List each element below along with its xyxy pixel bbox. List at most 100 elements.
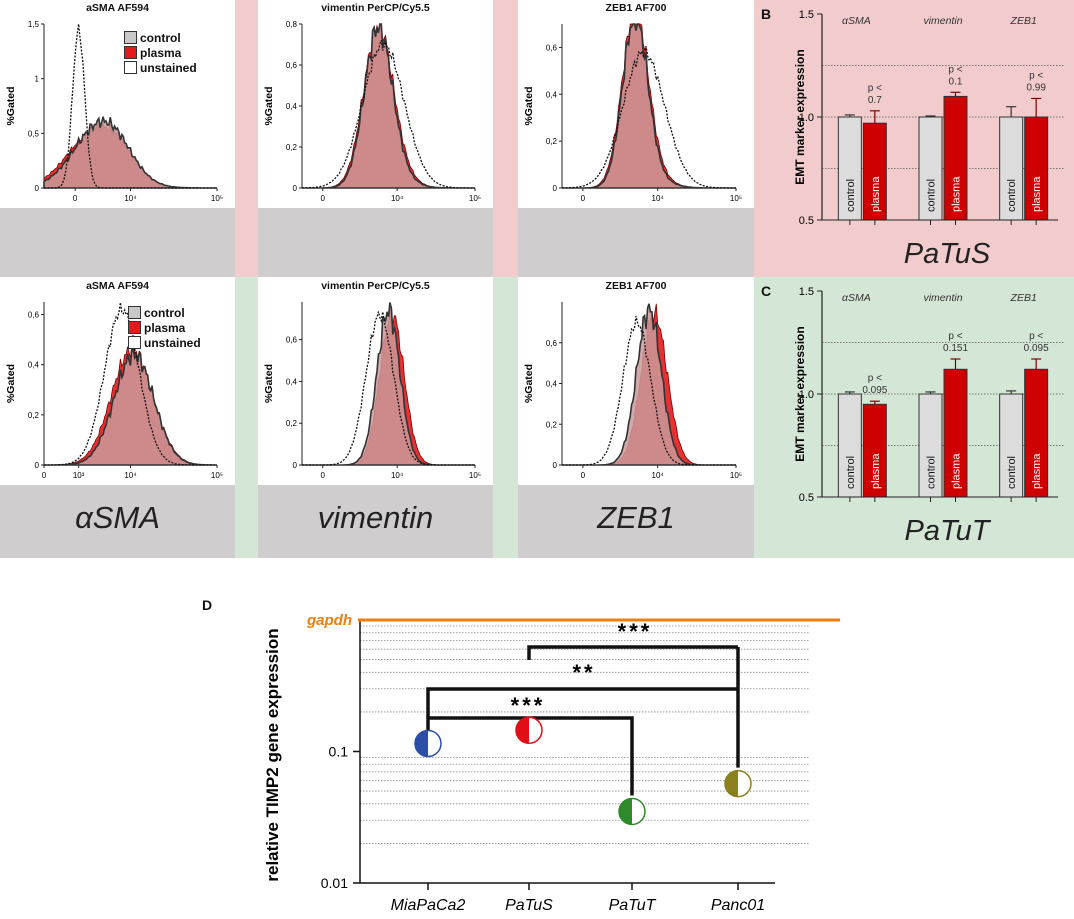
y-tick-label: 0,6 <box>286 61 298 70</box>
x-tick-label: 10⁵ <box>211 194 223 203</box>
x-tick-label: 0 <box>321 471 326 480</box>
bar-label-control: control <box>1006 456 1018 489</box>
group-label: ZEB1 <box>1010 15 1037 27</box>
significance-label: ** <box>572 660 595 685</box>
hist-ylabel: %Gated <box>523 86 535 125</box>
legend-unstained-label: unstained <box>140 61 197 75</box>
hist-title-patus-asma: aSMA AF594 <box>0 2 235 14</box>
y-tick-label: 0 <box>293 184 298 193</box>
bar-label-plasma: plasma <box>870 453 882 489</box>
y-tick-label: 0,4 <box>546 90 558 99</box>
legend-plasma-swatch <box>128 321 141 334</box>
y-tick-label: 0.01 <box>321 875 348 891</box>
x-tick-label: 10⁴ <box>124 194 137 203</box>
legend-plasma-entry: plasma <box>128 321 201 336</box>
x-tick-label: 10⁵ <box>730 471 742 480</box>
x-tick-label: 10⁴ <box>652 194 665 203</box>
x-tick-label: 0 <box>321 194 326 203</box>
histogram-patus-asma: %Gated00,511,50 10⁴ 10⁵ <box>0 14 235 208</box>
hist-ylabel: %Gated <box>523 364 535 403</box>
p-value-line1: p < <box>1029 70 1043 81</box>
p-value-line1: p < <box>948 64 962 75</box>
y-tick-label: 0,2 <box>286 419 298 428</box>
legend-patut: control plasma unstained <box>128 306 201 351</box>
y-tick-label: 0,4 <box>546 380 558 389</box>
p-value-line2: 0.1 <box>949 76 963 87</box>
marker-name-zeb1: ZEB1 <box>518 500 754 536</box>
legend-control-swatch <box>124 31 137 44</box>
data-point-fill <box>725 771 738 797</box>
legend-unstained-entry: unstained <box>124 61 197 76</box>
y-tick-label: 0 <box>35 184 40 193</box>
y-tick-label: 0 <box>553 184 558 193</box>
hist-ylabel: %Gated <box>5 86 17 125</box>
control-histogram <box>562 304 736 465</box>
hist-footer-patus-vimentin <box>258 208 493 277</box>
hist-title-patus-zeb1: ZEB1 AF700 <box>518 2 754 14</box>
y-tick-label: 1 <box>35 75 40 84</box>
histogram-patut-zeb1: %Gated 0 0,2 0,4 0,6 0 10⁴ 10⁵ <box>518 292 754 485</box>
data-point-fill <box>415 731 428 757</box>
y-tick-label: 0,2 <box>546 137 558 146</box>
x-tick-label: 10⁵ <box>211 471 223 480</box>
significance-label: *** <box>511 693 546 718</box>
hist-title-patut-zeb1: ZEB1 AF700 <box>518 280 754 292</box>
significance-label: *** <box>618 619 653 644</box>
x-tick-label: 10⁴ <box>652 471 665 480</box>
p-value-line2: 0.7 <box>868 95 882 106</box>
data-point-fill <box>619 798 632 824</box>
x-tick-label: PaTuT <box>609 897 657 914</box>
y-tick-label: 1.5 <box>799 9 814 21</box>
p-value-line1: p < <box>868 83 882 94</box>
bar-label-control: control <box>1006 179 1018 212</box>
bar-label-control: control <box>845 179 857 212</box>
legend-plasma-label: plasma <box>144 321 185 335</box>
y-tick-label: 0 <box>35 461 40 470</box>
x-tick-label: 0 <box>73 194 78 203</box>
cell-line-name: PaTuT <box>905 515 992 547</box>
bar-label-plasma: plasma <box>1031 453 1043 489</box>
legend-plasma-entry: plasma <box>124 46 197 61</box>
significance-bracket <box>428 689 738 717</box>
legend-control-entry: control <box>128 306 201 321</box>
histogram-patut-vimentin: %Gated00,20,40,60 10⁴ 10⁵ <box>258 292 493 485</box>
bar-label-control: control <box>926 456 938 489</box>
bar-label-plasma: plasma <box>870 176 882 212</box>
y-tick-label: 1,5 <box>28 20 40 29</box>
y-tick-label: 0,2 <box>286 143 298 152</box>
y-tick-label: 0,6 <box>546 43 558 52</box>
gapdh-label: gapdh <box>306 612 352 629</box>
bar-label-plasma: plasma <box>1031 176 1043 212</box>
hist-footer-patus-zeb1 <box>518 208 754 277</box>
y-tick-label: 0,2 <box>28 411 40 420</box>
bar-label-plasma: plasma <box>951 176 963 212</box>
hist-ylabel: %Gated <box>5 364 17 403</box>
y-tick-label: 0 <box>553 461 558 470</box>
y-tick-label: 0,4 <box>286 377 298 386</box>
legend-control-swatch <box>128 306 141 319</box>
group-label: αSMA <box>842 15 871 27</box>
legend-plasma-swatch <box>124 46 137 59</box>
x-tick-label: 10⁴ <box>391 194 404 203</box>
histogram-patus-zeb1: %Gated 0 0,2 0,4 0,6 0 10⁴ 10⁵ <box>518 14 754 208</box>
hist-title-patut-asma: aSMA AF594 <box>0 280 235 292</box>
legend-plasma-label: plasma <box>140 46 181 60</box>
scatter-chart-timp2: 0.010.1relative TIMP2 gene expressiongap… <box>200 585 840 919</box>
hist-footer-patus-asma <box>0 208 235 277</box>
group-label: vimentin <box>923 292 962 304</box>
group-label: ZEB1 <box>1010 292 1037 304</box>
y-tick-label: 0.5 <box>799 215 814 227</box>
cell-line-name: PaTuS <box>904 238 991 270</box>
bar-chart-patus: 0.5 1.0 1.5 EMT marker expression αSMA contro… <box>754 0 1074 277</box>
y-tick-label: 0.5 <box>799 492 814 504</box>
legend-patus: control plasma unstained <box>124 31 197 76</box>
x-tick-label: 0 <box>581 194 586 203</box>
x-tick-label: PaTuS <box>505 897 553 914</box>
control-histogram <box>44 348 217 465</box>
p-value-line1: p < <box>868 373 882 384</box>
p-value-line2: 0.151 <box>943 343 968 354</box>
y-tick-label: 0,8 <box>286 20 298 29</box>
x-tick-label: 10⁴ <box>391 471 404 480</box>
hist-title-patut-vimentin: vimentin PerCP/Cy5.5 <box>258 280 493 292</box>
legend-unstained-swatch <box>124 61 137 74</box>
